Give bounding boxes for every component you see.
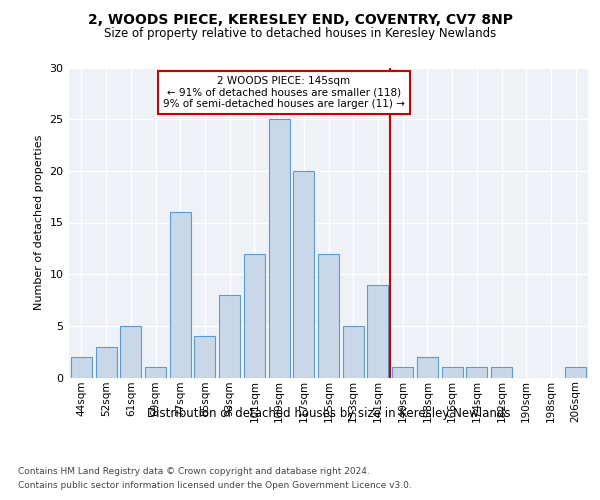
Text: Contains public sector information licensed under the Open Government Licence v3: Contains public sector information licen… [18, 481, 412, 490]
Bar [392, 367, 413, 378]
Bar [269, 119, 290, 378]
Bar [194, 336, 215, 378]
Bar [442, 367, 463, 378]
Bar [565, 367, 586, 378]
Text: 2, WOODS PIECE, KERESLEY END, COVENTRY, CV7 8NP: 2, WOODS PIECE, KERESLEY END, COVENTRY, … [88, 12, 512, 26]
Bar [95, 346, 116, 378]
Bar [466, 367, 487, 378]
Bar [367, 284, 388, 378]
Text: Contains HM Land Registry data © Crown copyright and database right 2024.: Contains HM Land Registry data © Crown c… [18, 468, 370, 476]
Text: 2 WOODS PIECE: 145sqm
← 91% of detached houses are smaller (118)
9% of semi-deta: 2 WOODS PIECE: 145sqm ← 91% of detached … [163, 76, 405, 109]
Bar [120, 326, 141, 378]
Bar [343, 326, 364, 378]
Text: Size of property relative to detached houses in Keresley Newlands: Size of property relative to detached ho… [104, 28, 496, 40]
Bar [491, 367, 512, 378]
Text: Distribution of detached houses by size in Keresley Newlands: Distribution of detached houses by size … [147, 408, 511, 420]
Bar [293, 171, 314, 378]
Bar [244, 254, 265, 378]
Y-axis label: Number of detached properties: Number of detached properties [34, 135, 44, 310]
Bar [417, 357, 438, 378]
Bar [145, 367, 166, 378]
Bar [71, 357, 92, 378]
Bar [219, 295, 240, 378]
Bar [318, 254, 339, 378]
Bar [170, 212, 191, 378]
